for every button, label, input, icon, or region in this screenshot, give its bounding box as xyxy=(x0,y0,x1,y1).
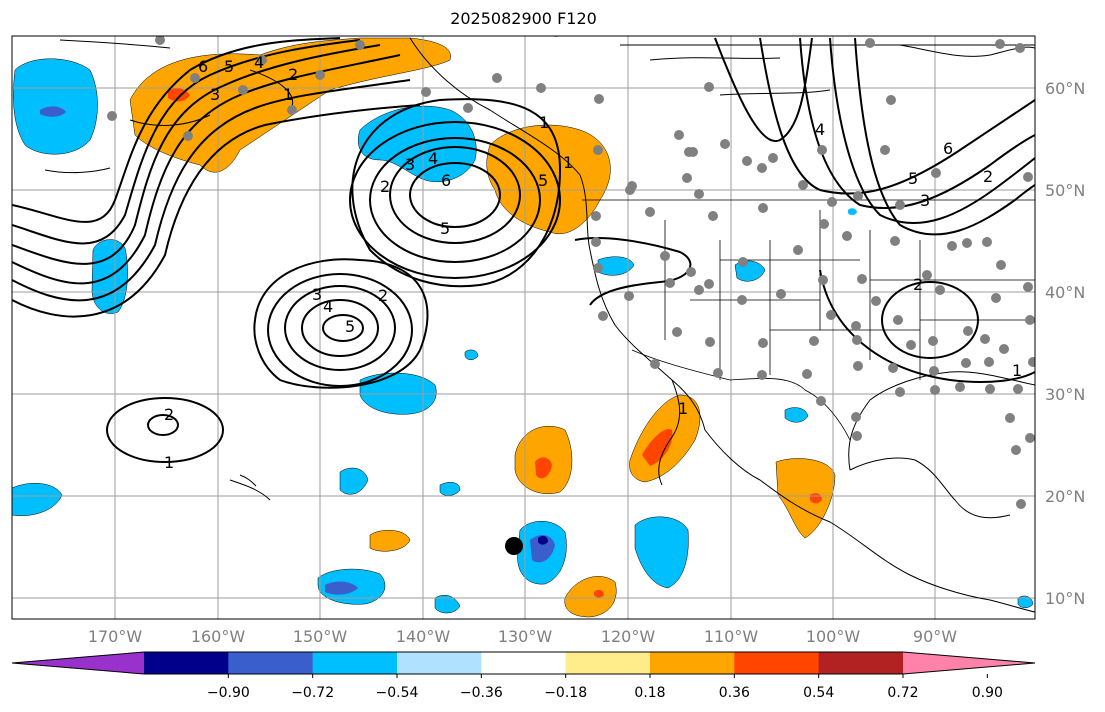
colorbar-labels: −0.90 −0.72 −0.54 −0.36 −0.18 0.18 0.36 0.54 0.7… xyxy=(207,674,1003,701)
svg-text:1: 1 xyxy=(164,453,174,472)
svg-text:2: 2 xyxy=(378,286,388,305)
svg-text:1: 1 xyxy=(539,113,549,132)
lat-label: 50°N xyxy=(1045,181,1085,200)
longitude-labels: 170°W 160°W 150°W 140°W 130°W 120°W 110°… xyxy=(88,627,957,646)
svg-text:1: 1 xyxy=(283,85,293,104)
station-dots xyxy=(107,36,1035,509)
svg-text:1: 1 xyxy=(563,153,573,172)
colorbar-segment xyxy=(734,652,820,674)
lat-label: 20°N xyxy=(1045,487,1085,506)
svg-text:4: 4 xyxy=(815,120,825,139)
marker-dot xyxy=(505,537,523,555)
svg-text:3: 3 xyxy=(920,191,930,210)
svg-text:3: 3 xyxy=(210,85,220,104)
lon-label: 140°W xyxy=(396,627,451,646)
svg-text:2: 2 xyxy=(913,275,923,294)
svg-text:3: 3 xyxy=(312,285,322,304)
svg-text:2: 2 xyxy=(288,65,298,84)
svg-text:2: 2 xyxy=(983,167,993,186)
svg-text:2: 2 xyxy=(164,405,174,424)
lat-label: 30°N xyxy=(1045,385,1085,404)
colorbar-tick-label: 0.18 xyxy=(634,685,665,701)
colorbar-tick-label: 0.54 xyxy=(803,685,834,701)
colorbar-segment xyxy=(397,652,482,674)
svg-text:5: 5 xyxy=(224,57,234,76)
colorbar-segment xyxy=(650,652,735,674)
colorbar-tick-label: 0.72 xyxy=(887,685,918,701)
svg-text:2: 2 xyxy=(380,177,390,196)
colorbar-tick-label: −0.90 xyxy=(207,685,250,701)
lon-label: 170°W xyxy=(88,627,143,646)
svg-text:3: 3 xyxy=(405,155,415,174)
svg-text:1: 1 xyxy=(678,399,688,418)
svg-text:5: 5 xyxy=(345,317,355,336)
gridlines xyxy=(12,36,1035,619)
lon-label: 110°W xyxy=(704,627,759,646)
svg-text:6: 6 xyxy=(943,139,953,158)
svg-text:4: 4 xyxy=(428,149,438,168)
lon-label: 120°W xyxy=(601,627,656,646)
coastlines xyxy=(44,37,1035,613)
lon-label: 150°W xyxy=(293,627,348,646)
colorbar xyxy=(11,651,1036,675)
lat-label: 40°N xyxy=(1045,283,1085,302)
svg-text:4: 4 xyxy=(323,297,333,316)
colorbar-tick-label: −0.36 xyxy=(460,685,503,701)
lon-label: 160°W xyxy=(191,627,246,646)
colorbar-tick-label: −0.54 xyxy=(376,685,419,701)
lat-label: 60°N xyxy=(1045,79,1085,98)
svg-text:6: 6 xyxy=(441,171,451,190)
map-frame xyxy=(11,35,1036,620)
latitude-labels: 60°N 50°N 40°N 30°N 20°N 10°N xyxy=(1045,79,1085,608)
colorbar-tick-label: 0.36 xyxy=(719,685,750,701)
svg-text:5: 5 xyxy=(538,171,548,190)
contour-labels: 6 5 4 3 2 1 1 2 3 4 5 6 5 1 2 3 4 5 2 1 … xyxy=(164,53,1022,472)
colorbar-segment xyxy=(565,652,651,674)
svg-text:6: 6 xyxy=(198,57,208,76)
colorbar-segment xyxy=(144,652,229,674)
lon-label: 90°W xyxy=(913,627,957,646)
colorbar-segment xyxy=(481,652,567,674)
lat-label: 10°N xyxy=(1045,589,1085,608)
svg-text:5: 5 xyxy=(908,169,918,188)
lon-label: 130°W xyxy=(498,627,553,646)
contour-lines xyxy=(12,37,1035,463)
colorbar-segment xyxy=(228,652,314,674)
svg-text:5: 5 xyxy=(440,219,450,238)
colorbar-segment xyxy=(312,652,398,674)
colorbar-tick-label: 0.90 xyxy=(972,685,1003,701)
colorbar-extend-low xyxy=(12,652,144,674)
svg-text:1: 1 xyxy=(1012,361,1022,380)
colorbar-extend-high xyxy=(903,652,1035,674)
colorbar-outline xyxy=(11,651,1036,675)
colorbar-segment xyxy=(818,652,904,674)
map-title: 2025082900 F120 xyxy=(450,9,597,28)
svg-text:4: 4 xyxy=(254,53,264,72)
colorbar-tick-label: −0.72 xyxy=(291,685,334,701)
lon-label: 100°W xyxy=(806,627,861,646)
colorbar-tick-label: −0.18 xyxy=(544,685,587,701)
